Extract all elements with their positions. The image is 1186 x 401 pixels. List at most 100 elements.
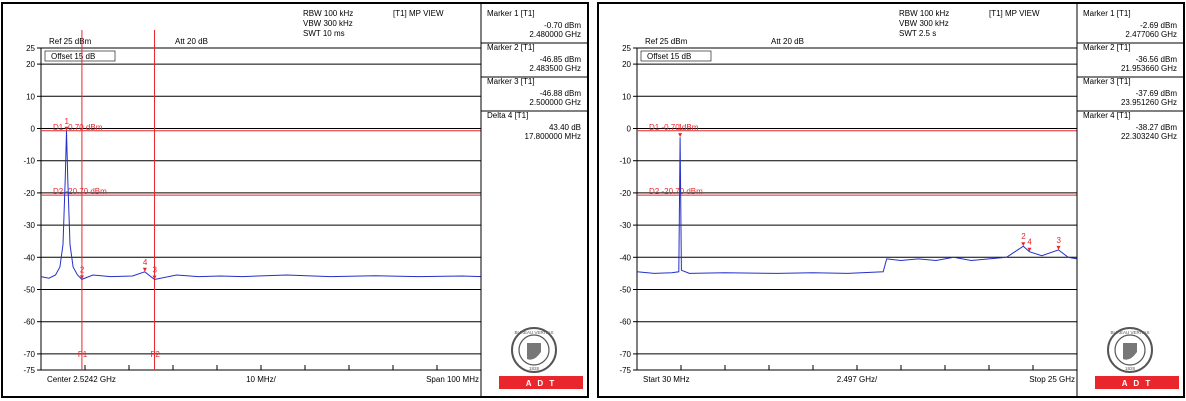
adt-text: A D T — [526, 379, 557, 388]
marker-table-title: Marker 3 [T1] — [487, 77, 535, 86]
marker-table-freq: 2.477060 GHz — [1125, 30, 1177, 39]
y-tick-label: 0 — [627, 125, 632, 134]
y-tick-label: -75 — [23, 366, 35, 375]
offset-label: Offset 15 dB — [647, 52, 691, 61]
analyzer-panel-left: RBW 100 kHz VBW 300 kHz SWT 10 ms [T1] MP V… — [1, 2, 589, 398]
marker-table-title: Marker 2 [T1] — [1083, 43, 1131, 52]
marker-table-level: -37.69 dBm — [1136, 89, 1178, 98]
marker-number: 2 — [80, 265, 85, 274]
marker-number: 2 — [1021, 232, 1026, 241]
seal-shield-icon — [1123, 343, 1137, 360]
marker-table-title: Marker 3 [T1] — [1083, 77, 1131, 86]
y-tick-label: 25 — [622, 44, 631, 53]
marker-symbol — [1021, 242, 1026, 247]
adt-text: A D T — [1122, 379, 1153, 388]
marker-table-level: -36.56 dBm — [1136, 55, 1178, 64]
x-start-label: Center 2.5242 GHz — [47, 375, 116, 384]
marker-table-title: Delta 4 [T1] — [487, 111, 528, 120]
y-tick-label: -10 — [619, 157, 631, 166]
marker-table-level: -0.70 dBm — [544, 21, 581, 30]
vbw-label: VBW 300 kHz — [303, 19, 353, 28]
adt-band — [1095, 376, 1179, 389]
marker-table-freq: 2.483500 GHz — [529, 64, 581, 73]
marker-table-title: Marker 1 [T1] — [1083, 9, 1131, 18]
x-end-label: Stop 25 GHz — [1029, 375, 1075, 384]
y-tick-label: -70 — [619, 350, 631, 359]
y-tick-label: 10 — [26, 92, 35, 101]
y-tick-label: -50 — [619, 286, 631, 295]
seal-text: BUREAU VERITAS — [1111, 330, 1150, 335]
offset-box — [640, 50, 712, 62]
marker-symbol — [1027, 247, 1032, 252]
y-tick-label: 20 — [26, 60, 35, 69]
y-tick-label: -60 — [23, 318, 35, 327]
x-end-label: Span 100 MHz — [426, 375, 479, 384]
trace-line — [40, 130, 482, 281]
marker-table-freq: 22.303240 GHz — [1121, 132, 1177, 141]
seal-year: 1828 — [1125, 366, 1136, 371]
seal-shield-icon — [527, 343, 541, 360]
y-tick-label: -20 — [619, 189, 631, 198]
y-tick-label: 20 — [622, 60, 631, 69]
offset-box — [44, 50, 116, 62]
seal-year: 1828 — [529, 366, 540, 371]
freq-line-label: F2 — [151, 350, 161, 359]
marker-table-freq: 17.800000 MHz — [525, 132, 581, 141]
att-label: Att 20 dB — [175, 37, 208, 46]
y-tick-label: 0 — [31, 125, 36, 134]
marker-table-level: -46.85 dBm — [540, 55, 582, 64]
marker-number: 1 — [678, 123, 683, 132]
marker-symbol — [64, 126, 69, 131]
marker-table-level: 43.40 dB — [549, 123, 581, 132]
display-line-label: D2 -20.70 dBm — [649, 187, 703, 196]
swt-label: SWT 10 ms — [303, 29, 345, 38]
mode-label: [T1] MP VIEW — [989, 9, 1040, 18]
y-tick-label: -40 — [619, 253, 631, 262]
marker-number: 4 — [143, 258, 148, 267]
y-tick-label: 10 — [622, 92, 631, 101]
marker-number: 3 — [1056, 236, 1061, 245]
marker-symbol — [1056, 245, 1061, 250]
marker-table-title: Marker 2 [T1] — [487, 43, 535, 52]
y-tick-label: -70 — [23, 350, 35, 359]
x-start-label: Start 30 MHz — [643, 375, 690, 384]
display-line-label: D2 -20.70 dBm — [53, 187, 107, 196]
adt-band — [499, 376, 583, 389]
marker-table-level: -38.27 dBm — [1136, 123, 1178, 132]
rbw-label: RBW 100 kHz — [303, 9, 353, 18]
y-tick-label: -20 — [23, 189, 35, 198]
marker-symbol — [79, 275, 84, 280]
x-div-label: 10 MHz/ — [246, 375, 277, 384]
att-label: Att 20 dB — [771, 37, 804, 46]
marker-symbol — [678, 133, 683, 138]
bureau-veritas-seal: BUREAU VERITAS 1828 — [1107, 327, 1153, 373]
y-tick-label: -30 — [619, 221, 631, 230]
marker-table-freq: 2.480000 GHz — [529, 30, 581, 39]
marker-symbol — [152, 275, 157, 280]
marker-table-title: Marker 4 [T1] — [1083, 111, 1131, 120]
bureau-veritas-seal: BUREAU VERITAS 1828 — [511, 327, 557, 373]
swt-label: SWT 2.5 s — [899, 29, 936, 38]
vbw-label: VBW 300 kHz — [899, 19, 949, 28]
ref-label: Ref 25 dBm — [49, 37, 92, 46]
y-tick-label: -75 — [619, 366, 631, 375]
marker-table-level: -2.69 dBm — [1140, 21, 1177, 30]
trace-line — [636, 137, 1078, 274]
y-tick-label: -30 — [23, 221, 35, 230]
y-tick-label: -60 — [619, 318, 631, 327]
marker-table-title: Marker 1 [T1] — [487, 9, 535, 18]
seal-text: BUREAU VERITAS — [515, 330, 554, 335]
display-line-label: D1 -0.70 dBm — [53, 123, 103, 132]
marker-table-freq: 21.953660 GHz — [1121, 64, 1177, 73]
freq-line-label: F1 — [78, 350, 88, 359]
marker-table-level: -46.88 dBm — [540, 89, 582, 98]
marker-symbol — [142, 267, 147, 272]
marker-number: 4 — [1027, 238, 1032, 247]
y-tick-label: -10 — [23, 157, 35, 166]
y-tick-label: 25 — [26, 44, 35, 53]
rbw-label: RBW 100 kHz — [899, 9, 949, 18]
ref-label: Ref 25 dBm — [645, 37, 688, 46]
marker-number: 1 — [65, 117, 70, 126]
